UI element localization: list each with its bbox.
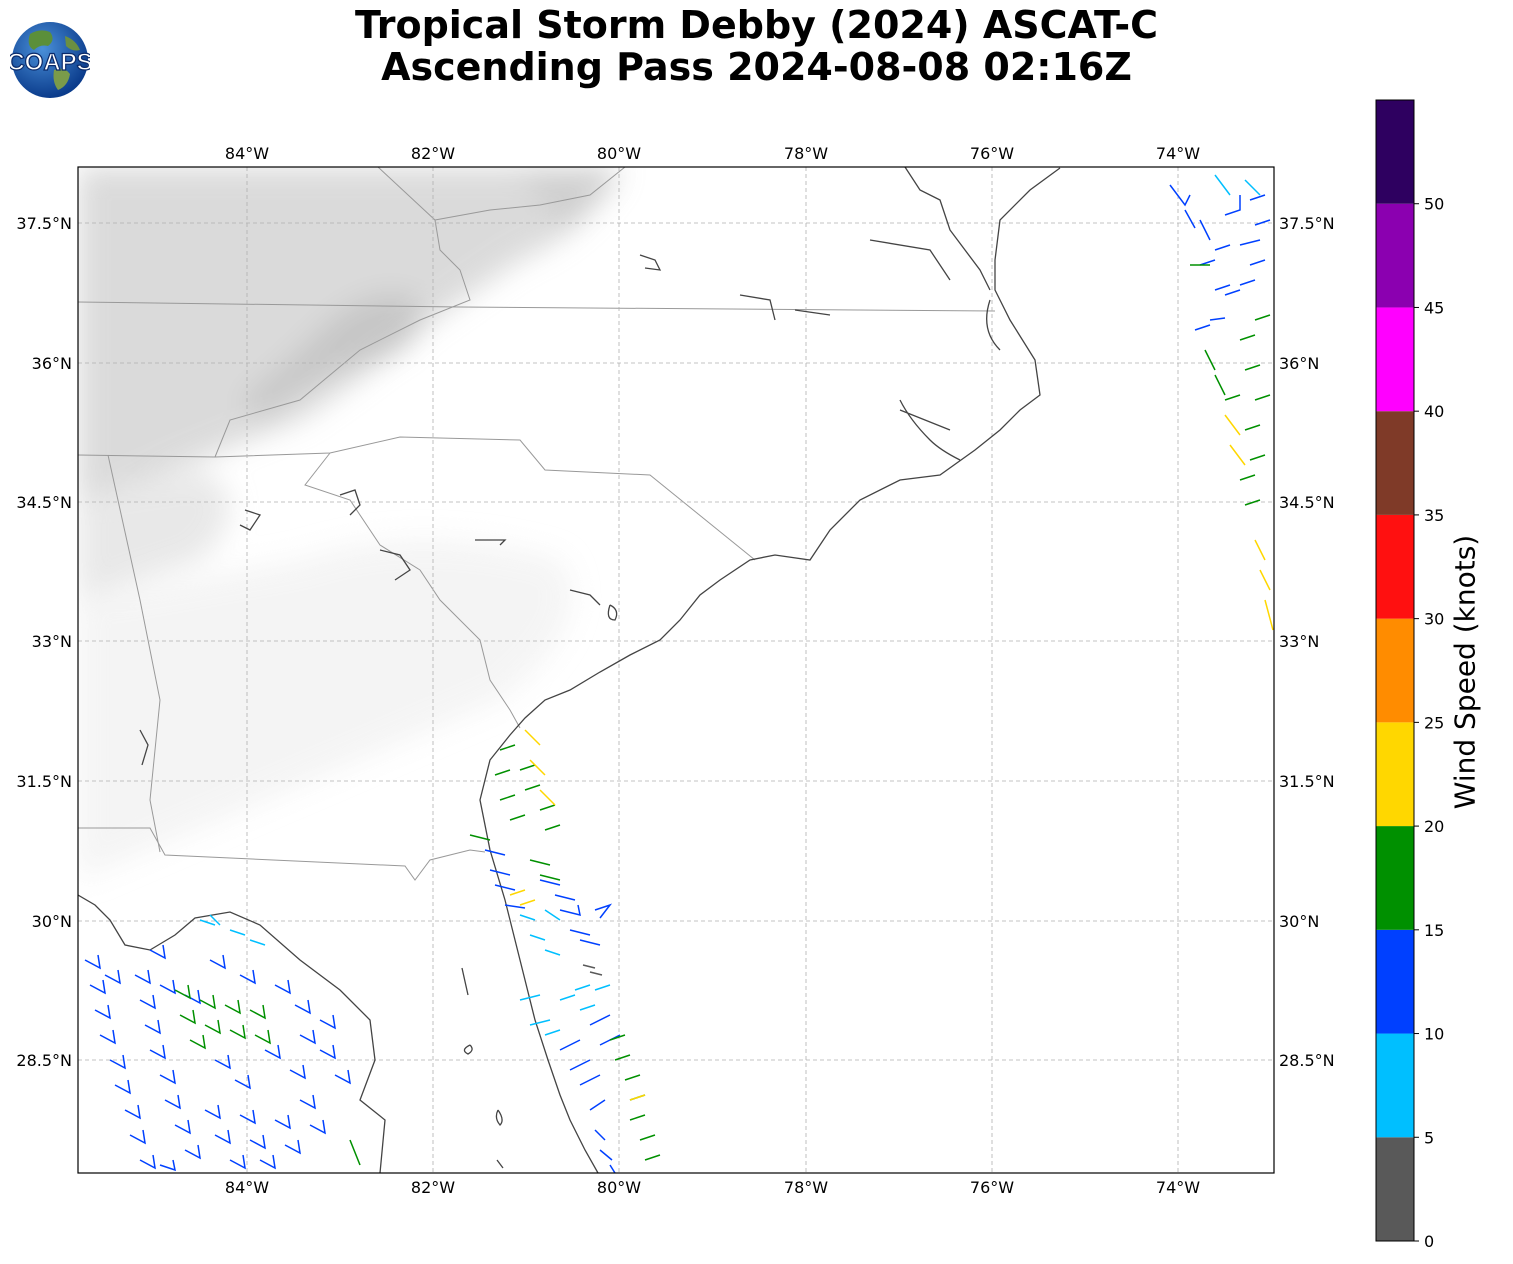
colorbar-segment	[1376, 826, 1414, 930]
lon-labels: 84°W 82°W 80°W 78°W 76°W 74°W 84°W 82°W …	[225, 144, 1200, 1197]
colorbar-tick-label: 0	[1424, 1232, 1434, 1251]
lat-label-left: 33°N	[32, 632, 72, 651]
colorbar-tick-label: 40	[1424, 402, 1444, 421]
lon-label-bottom: 78°W	[784, 1178, 828, 1197]
title-line-1: Tropical Storm Debby (2024) ASCAT-C	[354, 3, 1158, 47]
lat-labels: 37.5°N 36°N 34.5°N 33°N 31.5°N 30°N 28.5…	[16, 214, 1334, 1070]
colorbar-tick-label: 45	[1424, 298, 1444, 317]
lon-label-top: 84°W	[225, 144, 269, 163]
colorbar-tick-label: 5	[1424, 1128, 1434, 1147]
colorbar-tick-label: 30	[1424, 610, 1444, 629]
colorbar-segment	[1376, 1033, 1414, 1138]
lat-label-right: 31.5°N	[1279, 772, 1335, 791]
colorbar-segment	[1376, 100, 1414, 204]
colorbar-tick-label: 25	[1424, 713, 1444, 732]
lat-label-right: 33°N	[1279, 632, 1319, 651]
lon-label-bottom: 80°W	[597, 1178, 641, 1197]
wind-barbs-gray	[582, 964, 603, 976]
title-line-2: Ascending Pass 2024-08-08 02:16Z	[381, 45, 1132, 89]
svg-text:COAPS: COAPS	[10, 49, 90, 76]
wind-barbs	[84, 174, 1274, 1173]
lat-label-left: 28.5°N	[16, 1051, 72, 1070]
lon-label-bottom: 84°W	[225, 1178, 269, 1197]
colorbar-tick-label: 10	[1424, 1025, 1444, 1044]
colorbar-tick-label: 15	[1424, 921, 1444, 940]
lon-label-bottom: 82°W	[411, 1178, 455, 1197]
colorbar-segment	[1376, 722, 1414, 827]
colorbar-segment	[1376, 411, 1414, 515]
map-frame	[77, 166, 1275, 1174]
lat-label-right: 28.5°N	[1279, 1051, 1335, 1070]
colorbar: 0 5 10 15 20 25 30 35 40 45 50	[1375, 99, 1444, 1251]
lon-label-top: 82°W	[411, 144, 455, 163]
lat-label-right: 36°N	[1279, 354, 1319, 373]
map-area	[78, 167, 1274, 1173]
lat-label-right: 37.5°N	[1279, 214, 1335, 233]
lon-label-top: 76°W	[970, 144, 1014, 163]
lat-label-right: 34.5°N	[1279, 493, 1335, 512]
lat-label-left: 37.5°N	[16, 214, 72, 233]
wind-barbs-green	[174, 264, 1271, 1166]
state-borders	[78, 167, 996, 881]
wind-barbs-cyan	[199, 174, 1261, 1036]
colorbar-label: Wind Speed (knots)	[1448, 534, 1482, 810]
colorbar-segment	[1376, 203, 1414, 308]
satellite-imagery	[78, 167, 620, 880]
colorbar-segment	[1376, 929, 1414, 1034]
colorbar-frame	[1375, 99, 1415, 1242]
lat-label-left: 30°N	[32, 912, 72, 931]
lon-label-bottom: 74°W	[1156, 1178, 1200, 1197]
lat-label-left: 31.5°N	[16, 772, 72, 791]
lat-label-left: 34.5°N	[16, 493, 72, 512]
lon-label-bottom: 76°W	[970, 1178, 1014, 1197]
coaps-logo: COAPS	[10, 22, 90, 98]
colorbar-segment	[1376, 514, 1414, 619]
lat-label-right: 30°N	[1279, 912, 1319, 931]
lon-label-top: 80°W	[597, 144, 641, 163]
colorbar-tick-label: 35	[1424, 506, 1444, 525]
wind-barbs-blue	[84, 184, 1271, 1173]
lon-label-top: 74°W	[1156, 144, 1200, 163]
colorbar-tick-label: 20	[1424, 817, 1444, 836]
lon-label-top: 78°W	[784, 144, 828, 163]
colorbar-segment	[1376, 618, 1414, 723]
wind-barbs-yellow	[509, 414, 1274, 1101]
gridlines	[78, 167, 1274, 1173]
colorbar-segment	[1376, 1137, 1414, 1241]
chart-title: Tropical Storm Debby (2024) ASCAT-C Asce…	[0, 4, 1513, 88]
colorbar-segment	[1376, 307, 1414, 412]
coastline	[78, 167, 1061, 1173]
colorbar-tick-label: 50	[1424, 195, 1444, 214]
lat-label-left: 36°N	[32, 354, 72, 373]
